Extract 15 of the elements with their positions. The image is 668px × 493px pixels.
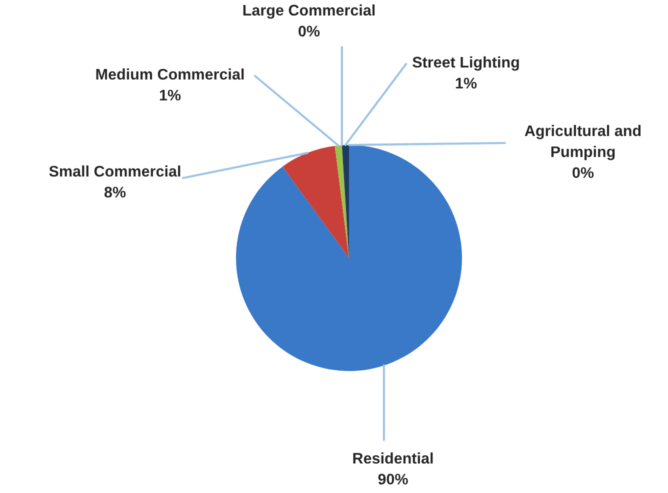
pie-slice [282, 146, 349, 258]
slice-label: Street Lighting [412, 56, 519, 71]
text: 0% [572, 167, 594, 178]
data-label: 90% [378, 474, 408, 485]
data-label: 1% [456, 78, 477, 89]
category-label: Agricultural and Pumping [524, 124, 641, 160]
pie-slice [236, 145, 462, 371]
slice-label: Medium Commercial [96, 68, 244, 80]
slice-label: Residential [353, 452, 433, 464]
text: 0% [298, 26, 320, 37]
data-label: 8% [104, 186, 126, 198]
category-label: Large Commercial [243, 4, 375, 19]
pie-slice [334, 145, 349, 258]
data-label: 1% [160, 90, 181, 101]
slice-label: Small Commercial [49, 165, 180, 177]
